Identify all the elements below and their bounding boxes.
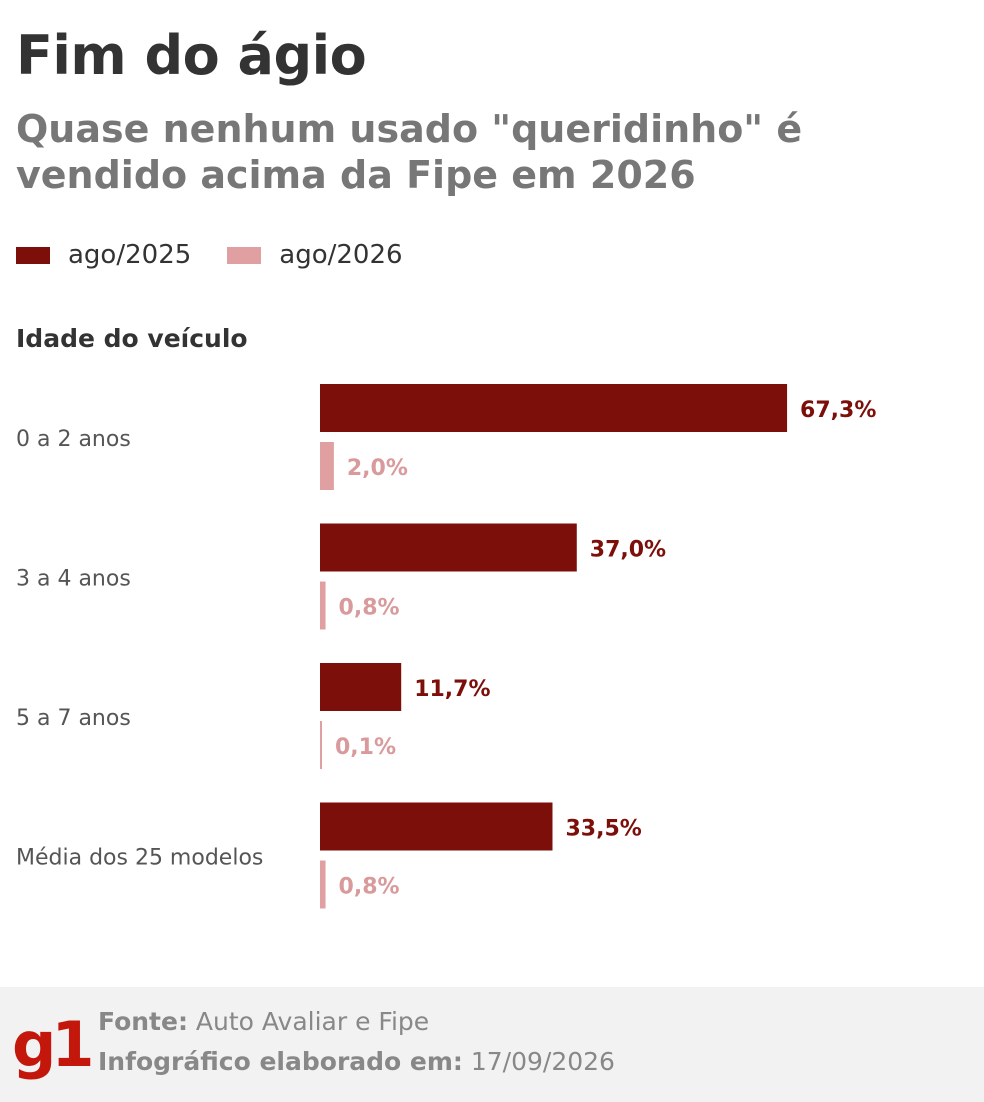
footer-source-key: Fonte: xyxy=(98,1007,188,1036)
legend: ago/2025 ago/2026 xyxy=(16,237,439,273)
bar-ago2026 xyxy=(320,442,334,490)
value-label-ago2025: 11,7% xyxy=(414,677,490,702)
bar-ago2025 xyxy=(320,802,553,851)
bar-ago2025 xyxy=(320,523,577,572)
category-label: 0 a 2 anos xyxy=(16,427,131,452)
bar-chart: 0 a 2 anos 67,3% 2,0% 3 a 4 anos 37,0% 0,8% 5 … xyxy=(16,384,876,909)
bar-ago2026 xyxy=(320,721,322,769)
legend-swatch-ago2025 xyxy=(16,246,50,264)
value-label-ago2025: 67,3% xyxy=(800,398,876,423)
category-label: 5 a 7 anos xyxy=(16,706,131,731)
category-label: 3 a 4 anos xyxy=(16,567,131,592)
legend-item-ago2026: ago/2026 xyxy=(227,240,403,270)
legend-label-ago2026: ago/2026 xyxy=(279,240,403,270)
footer-source-value: Auto Avaliar e Fipe xyxy=(195,1007,430,1036)
legend-item-ago2025: ago/2025 xyxy=(16,240,191,270)
bar-ago2026 xyxy=(320,860,326,909)
bar-ago2025 xyxy=(320,663,402,711)
value-label-ago2026: 0,8% xyxy=(339,875,400,900)
footer-date: Infográfico elaborado em: 17/09/2026 xyxy=(98,1047,615,1076)
footer-source: Fonte: Auto Avaliar e Fipe xyxy=(98,1007,429,1036)
value-label-ago2026: 0,1% xyxy=(335,735,396,760)
axis-label-vehicle-age: Idade do veículo xyxy=(16,324,248,353)
footer xyxy=(0,987,984,1102)
chart-title: Fim do ágio xyxy=(16,24,367,87)
value-label-ago2025: 37,0% xyxy=(590,538,666,563)
chart-subtitle: Quase nenhum usado "queridinho" é vendid… xyxy=(16,107,803,197)
legend-swatch-ago2026 xyxy=(227,246,262,264)
footer-date-value: 17/09/2026 xyxy=(470,1047,615,1076)
value-label-ago2026: 2,0% xyxy=(347,456,408,481)
value-label-ago2026: 0,8% xyxy=(339,596,400,621)
legend-label-ago2025: ago/2025 xyxy=(68,240,192,270)
category-label: Média dos 25 modelos xyxy=(16,846,263,871)
bar-ago2025 xyxy=(320,384,788,432)
g1-logo: g1 xyxy=(12,1008,95,1081)
footer-date-key: Infográfico elaborado em: xyxy=(98,1047,463,1076)
bar-ago2026 xyxy=(320,581,326,630)
value-label-ago2025: 33,5% xyxy=(565,817,641,842)
